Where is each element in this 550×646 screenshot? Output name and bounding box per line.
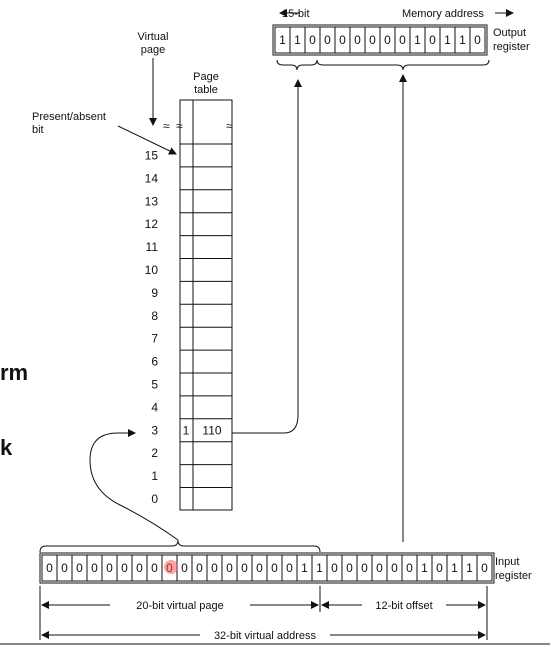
output-register-bit: 1 bbox=[414, 33, 421, 47]
input-register-bit: 0 bbox=[226, 561, 233, 575]
input-register-bit: 0 bbox=[151, 561, 158, 575]
break-mark-left: ≈ bbox=[163, 119, 170, 133]
output-frame-brace bbox=[276, 59, 318, 71]
virtual-page-label-line2: page bbox=[141, 44, 165, 56]
output-register-bit: 0 bbox=[339, 33, 346, 47]
input-register-bit: 0 bbox=[61, 561, 68, 575]
page-table-index: 15 bbox=[145, 148, 159, 162]
page-table-index: 8 bbox=[151, 309, 158, 323]
output-offset-brace bbox=[316, 59, 490, 71]
input-register-label-line1: Input bbox=[495, 556, 519, 568]
input-register-bit: 0 bbox=[196, 561, 203, 575]
output-register-bit: 1 bbox=[444, 33, 451, 47]
page-table-index: 12 bbox=[145, 217, 159, 231]
input-register-bit: 1 bbox=[316, 561, 323, 575]
output-register-bit: 0 bbox=[324, 33, 331, 47]
input-register-bit: 0 bbox=[346, 561, 353, 575]
input-register-bit: 0 bbox=[376, 561, 383, 575]
output-register-bit: 0 bbox=[369, 33, 376, 47]
output-register-bit: 0 bbox=[399, 33, 406, 47]
output-register-bit-cell bbox=[469, 26, 486, 54]
output-register-bit: 0 bbox=[354, 33, 361, 47]
input-register-label-line2: register bbox=[495, 570, 532, 582]
input-register-bit: 1 bbox=[301, 561, 308, 575]
page-table-label-line1: Page bbox=[193, 71, 219, 83]
left-fragment-rm: rm bbox=[0, 360, 28, 385]
offset-dim-label: 12-bit offset bbox=[375, 600, 432, 612]
input-register-bit: 0 bbox=[331, 561, 338, 575]
input-register-bit-cell bbox=[476, 554, 493, 582]
output-register-bit: 1 bbox=[279, 33, 286, 47]
output-register-bit: 0 bbox=[474, 33, 481, 47]
present-absent-label-line1: Present/absent bbox=[32, 111, 106, 123]
output-register-bit: 1 bbox=[294, 33, 301, 47]
page-table-index: 0 bbox=[151, 492, 158, 506]
page-table-index: 14 bbox=[145, 171, 159, 185]
output-register-label-line1: Output bbox=[493, 27, 526, 39]
page-table-index: 2 bbox=[151, 446, 158, 460]
break-mark-right: ≈ bbox=[226, 119, 233, 133]
page-table-label-line2: table bbox=[194, 84, 218, 96]
present-absent-arrow bbox=[117, 125, 177, 155]
input-register-bit: 0 bbox=[256, 561, 263, 575]
input-register-bit: 1 bbox=[421, 561, 428, 575]
page-table-index: 5 bbox=[151, 377, 158, 391]
page-table-index: 13 bbox=[145, 194, 159, 208]
input-register: 000000000000000001100000010110 bbox=[39, 552, 495, 584]
output-register-bit: 0 bbox=[309, 33, 316, 47]
virtual-page-dim-label: 20-bit virtual page bbox=[136, 600, 223, 612]
input-register-bit: 1 bbox=[451, 561, 458, 575]
page-table-frame bbox=[179, 99, 233, 511]
input-register-bit: 0 bbox=[406, 561, 413, 575]
input-register-bit: 0 bbox=[436, 561, 443, 575]
page-frame-value: 110 bbox=[202, 423, 221, 437]
input-register-bit: 0 bbox=[286, 561, 293, 575]
input-register-bit: 0 bbox=[181, 561, 188, 575]
virtual-page-label-line1: Virtual bbox=[138, 31, 169, 43]
input-register-bit: 0 bbox=[76, 561, 83, 575]
input-register-bit: 0 bbox=[106, 561, 113, 575]
page-table-index: 3 bbox=[151, 423, 158, 437]
input-register-bit: 0 bbox=[271, 561, 278, 575]
highlight-dot bbox=[164, 560, 178, 574]
output-register-bit: 0 bbox=[384, 33, 391, 47]
input-register-bit: 0 bbox=[241, 561, 248, 575]
page-table-index: 7 bbox=[151, 332, 158, 346]
present-bit-value: 1 bbox=[183, 423, 190, 437]
input-register-bit: 1 bbox=[466, 561, 473, 575]
page-table-index: 10 bbox=[145, 263, 159, 277]
present-absent-label-line2: bit bbox=[32, 124, 44, 136]
page-table-index: 1 bbox=[151, 469, 158, 483]
virtual-address-dim-label: 32-bit virtual address bbox=[214, 630, 317, 642]
break-mark-middle: ≈ bbox=[176, 119, 183, 133]
input-register-bit: 0 bbox=[361, 561, 368, 575]
input-register-bit: 0 bbox=[46, 561, 53, 575]
page-table-index: 11 bbox=[146, 240, 159, 254]
input-register-bit: 0 bbox=[91, 561, 98, 575]
input-register-bit: 0 bbox=[136, 561, 143, 575]
left-fragment-k: k bbox=[0, 435, 13, 460]
virtual-page-brace bbox=[39, 539, 321, 553]
input-register-bit: 0 bbox=[481, 561, 488, 575]
output-register-label-line2: register bbox=[493, 41, 530, 53]
input-register-bit: 0 bbox=[391, 561, 398, 575]
page-table-index: 4 bbox=[151, 400, 158, 414]
page-table-index: 9 bbox=[151, 286, 158, 300]
virtual-page-index-arrow bbox=[89, 429, 179, 541]
output-bits-label: 15-bit bbox=[282, 8, 310, 20]
input-register-bit: 0 bbox=[121, 561, 128, 575]
frame-number-arrow bbox=[232, 79, 302, 434]
output-register-bit: 1 bbox=[459, 33, 466, 47]
page-table-index: 6 bbox=[151, 355, 158, 369]
input-register-bit: 0 bbox=[211, 561, 218, 575]
memory-address-label: Memory address bbox=[402, 8, 484, 20]
output-register-bit: 0 bbox=[429, 33, 436, 47]
